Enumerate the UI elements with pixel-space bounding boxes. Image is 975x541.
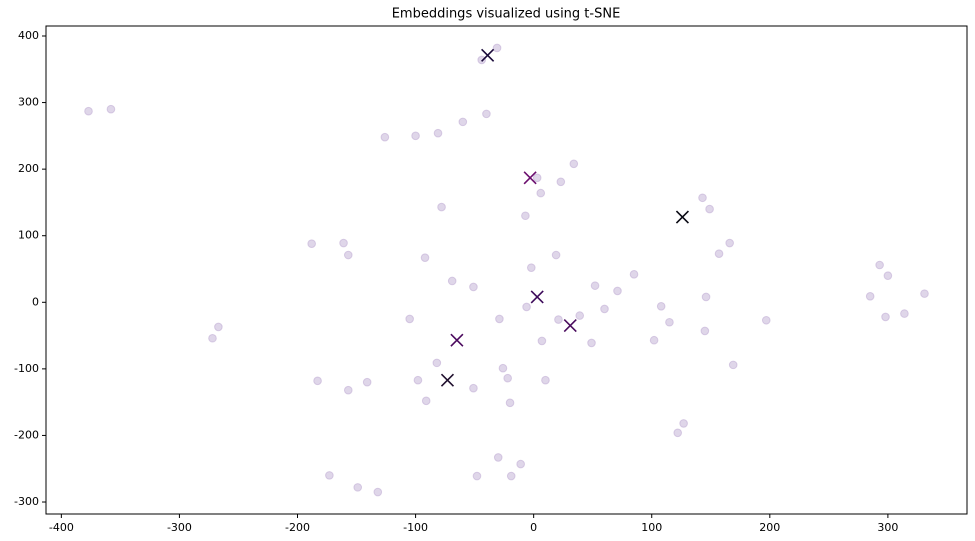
- point: [532, 173, 542, 183]
- point: [413, 375, 423, 385]
- x-tick-label: -100: [403, 521, 428, 534]
- point: [541, 375, 550, 385]
- point: [700, 326, 710, 336]
- y-tick-label: 0: [32, 295, 39, 308]
- point: [373, 487, 383, 497]
- y-tick-label: 100: [18, 229, 39, 242]
- point: [420, 253, 430, 262]
- center-marker: [523, 171, 537, 185]
- point: [554, 315, 563, 324]
- x-tick-label: 0: [530, 521, 537, 534]
- center-marker: [563, 319, 577, 333]
- point: [551, 250, 561, 260]
- point: [613, 286, 622, 296]
- point: [656, 301, 666, 311]
- point: [556, 177, 566, 187]
- point: [405, 314, 414, 324]
- center-marker: [440, 373, 455, 387]
- point: [421, 396, 431, 406]
- point: [506, 471, 516, 481]
- point: [600, 304, 609, 314]
- point: [343, 250, 353, 260]
- point: [505, 398, 515, 408]
- x-tick-label: 100: [641, 521, 662, 534]
- point: [432, 358, 442, 368]
- point: [875, 260, 884, 270]
- point: [516, 459, 525, 469]
- point: [569, 159, 579, 169]
- center-marker: [675, 210, 690, 224]
- y-tick-label: -300: [14, 495, 39, 508]
- y-tick-label: -100: [14, 362, 39, 375]
- point: [900, 309, 909, 318]
- point: [537, 336, 547, 346]
- point: [84, 106, 93, 116]
- point: [920, 289, 929, 298]
- x-tick-label: -300: [167, 521, 192, 534]
- point: [587, 338, 596, 348]
- point: [325, 471, 334, 480]
- point: [343, 385, 353, 395]
- point: [477, 55, 487, 65]
- point: [725, 238, 734, 248]
- point: [472, 471, 482, 481]
- point: [714, 249, 724, 258]
- point: [698, 193, 707, 203]
- point: [705, 204, 714, 214]
- point: [353, 483, 363, 492]
- point: [339, 238, 348, 248]
- point: [728, 360, 738, 370]
- point: [458, 117, 468, 127]
- x-tick-label: -200: [285, 521, 310, 534]
- y-tick-label: 300: [18, 96, 39, 109]
- y-tick-label: 200: [18, 162, 39, 175]
- point: [482, 109, 491, 119]
- point: [214, 322, 223, 332]
- center-marker: [481, 48, 495, 62]
- x-tick-label: 300: [877, 521, 898, 534]
- point: [673, 428, 683, 438]
- point: [701, 292, 711, 302]
- point: [629, 270, 639, 279]
- point: [498, 363, 508, 373]
- chart-title: Embeddings visualized using t-SNE: [392, 7, 621, 22]
- point: [679, 419, 688, 428]
- point: [362, 377, 372, 387]
- x-tick-label: -400: [49, 521, 74, 534]
- point: [575, 311, 585, 320]
- point: [469, 383, 478, 393]
- point: [881, 312, 890, 322]
- point: [590, 281, 600, 290]
- y-tick-label: 400: [18, 29, 39, 42]
- point: [761, 315, 771, 325]
- point: [447, 276, 457, 286]
- point: [503, 373, 512, 383]
- point: [522, 302, 531, 312]
- point: [493, 453, 503, 462]
- y-tick-label: -200: [14, 428, 39, 441]
- point: [437, 202, 446, 212]
- point: [307, 239, 316, 249]
- point: [526, 263, 536, 272]
- point: [665, 317, 674, 327]
- x-tick-label: 200: [759, 521, 780, 534]
- point: [106, 104, 116, 114]
- point: [208, 333, 217, 343]
- point: [313, 376, 322, 386]
- point: [433, 128, 443, 138]
- point: [649, 335, 659, 345]
- point: [521, 211, 530, 221]
- point: [411, 131, 420, 141]
- point: [865, 291, 875, 301]
- center-marker: [530, 290, 544, 304]
- plot-frame: [45, 25, 968, 515]
- point: [536, 188, 546, 198]
- point: [883, 271, 893, 280]
- point: [492, 43, 502, 53]
- point: [495, 314, 504, 324]
- point: [380, 132, 390, 142]
- center-marker: [450, 333, 464, 347]
- point: [469, 282, 478, 292]
